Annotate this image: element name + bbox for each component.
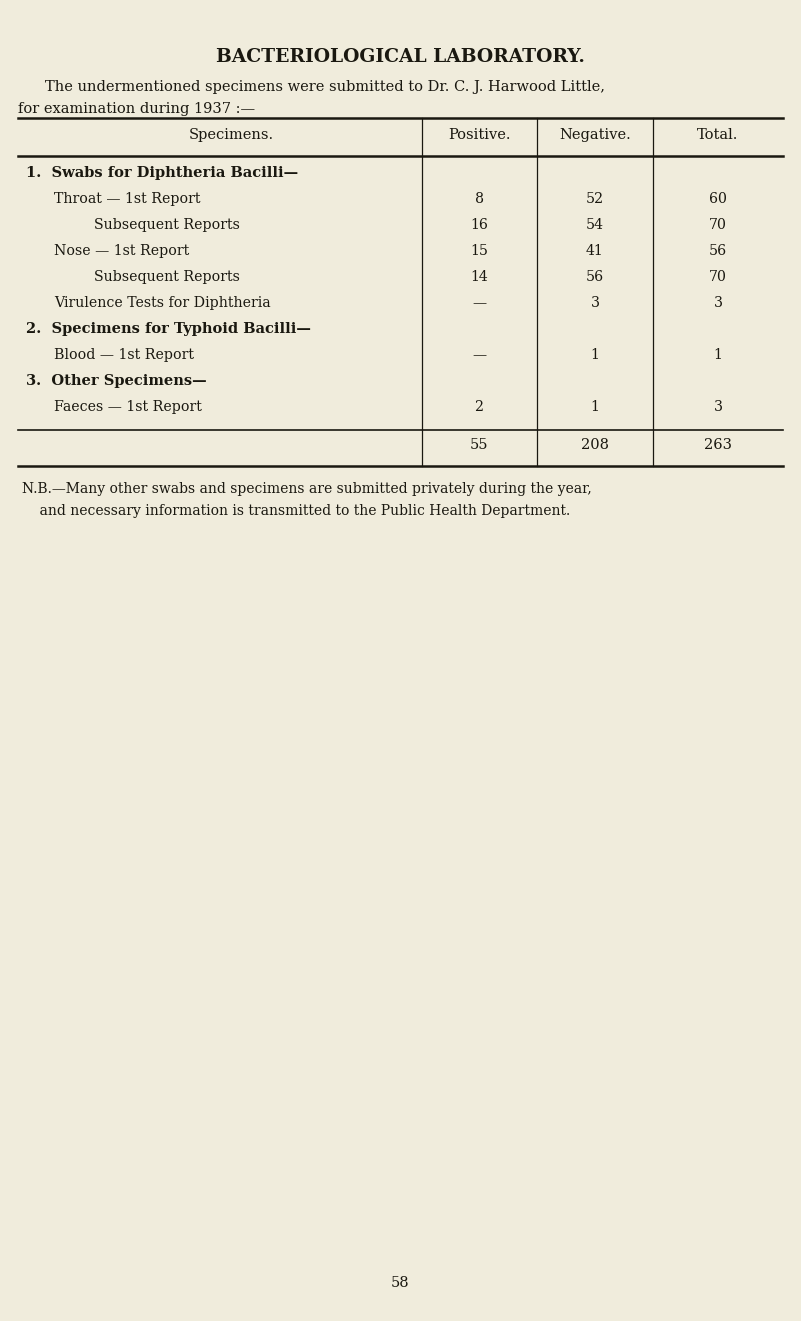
Text: 14: 14: [470, 269, 488, 284]
Text: 41: 41: [586, 244, 604, 258]
Text: Specimens.: Specimens.: [188, 128, 274, 141]
Text: 208: 208: [581, 439, 609, 452]
Text: 56: 56: [586, 269, 604, 284]
Text: —: —: [472, 347, 486, 362]
Text: BACTERIOLOGICAL LABORATORY.: BACTERIOLOGICAL LABORATORY.: [215, 48, 585, 66]
Text: Subsequent Reports: Subsequent Reports: [94, 269, 239, 284]
Text: 3: 3: [714, 400, 723, 413]
Text: and necessary information is transmitted to the Public Health Department.: and necessary information is transmitted…: [22, 505, 570, 518]
Text: 1: 1: [590, 400, 599, 413]
Text: for examination during 1937 :—: for examination during 1937 :—: [18, 102, 256, 116]
Text: 263: 263: [704, 439, 732, 452]
Text: 56: 56: [709, 244, 727, 258]
Text: Virulence Tests for Diphtheria: Virulence Tests for Diphtheria: [54, 296, 271, 310]
Text: Blood — 1st Report: Blood — 1st Report: [54, 347, 194, 362]
Text: Throat — 1st Report: Throat — 1st Report: [54, 192, 200, 206]
Text: 52: 52: [586, 192, 604, 206]
Text: 2: 2: [474, 400, 484, 413]
Text: 54: 54: [586, 218, 604, 232]
Text: 16: 16: [470, 218, 488, 232]
Text: 70: 70: [709, 218, 727, 232]
Text: 1: 1: [590, 347, 599, 362]
Text: 58: 58: [391, 1276, 409, 1291]
Text: 8: 8: [474, 192, 484, 206]
Text: 70: 70: [709, 269, 727, 284]
Text: Total.: Total.: [698, 128, 739, 141]
Text: 3: 3: [590, 296, 599, 310]
Text: 15: 15: [470, 244, 488, 258]
Text: 55: 55: [469, 439, 489, 452]
Text: Negative.: Negative.: [559, 128, 631, 141]
Text: 60: 60: [709, 192, 727, 206]
Text: 1: 1: [714, 347, 723, 362]
Text: 3.  Other Specimens—: 3. Other Specimens—: [26, 374, 207, 388]
Text: N.B.—Many other swabs and specimens are submitted privately during the year,: N.B.—Many other swabs and specimens are …: [22, 482, 592, 495]
Text: The undermentioned specimens were submitted to Dr. C. J. Harwood Little,: The undermentioned specimens were submit…: [45, 81, 605, 94]
Text: 1.  Swabs for Diphtheria Bacilli—: 1. Swabs for Diphtheria Bacilli—: [26, 166, 298, 180]
Text: 2.  Specimens for Typhoid Bacilli—: 2. Specimens for Typhoid Bacilli—: [26, 322, 311, 336]
Text: 3: 3: [714, 296, 723, 310]
Text: Faeces — 1st Report: Faeces — 1st Report: [54, 400, 202, 413]
Text: Positive.: Positive.: [448, 128, 510, 141]
Text: Subsequent Reports: Subsequent Reports: [94, 218, 239, 232]
Text: —: —: [472, 296, 486, 310]
Text: Nose — 1st Report: Nose — 1st Report: [54, 244, 189, 258]
